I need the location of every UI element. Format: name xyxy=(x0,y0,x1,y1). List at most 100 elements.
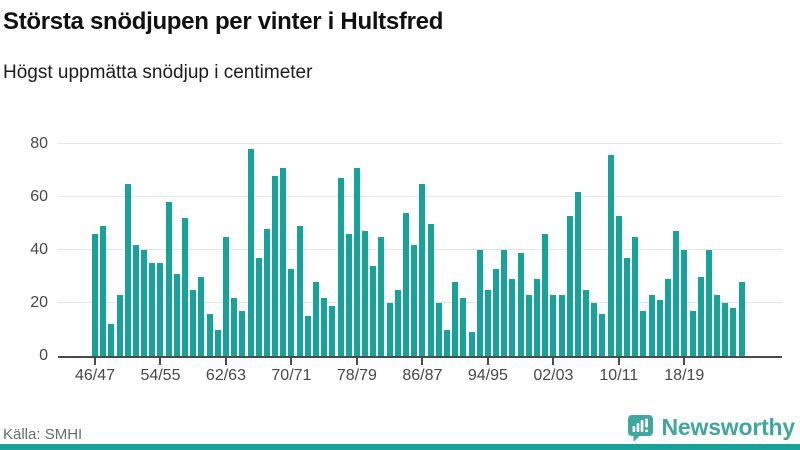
gridline-80 xyxy=(58,143,782,144)
bar-72/73 xyxy=(304,316,311,356)
bar-18/19 xyxy=(681,250,688,356)
x-tick-10/11 xyxy=(617,358,620,365)
x-tick-78/79 xyxy=(355,358,358,365)
bar-14/15 xyxy=(648,295,655,356)
bottom-accent-stripe xyxy=(0,444,800,450)
bar-99/00 xyxy=(525,295,532,356)
bar-06/07 xyxy=(583,289,590,356)
plot-area xyxy=(58,138,782,356)
bar-90/91 xyxy=(452,281,459,356)
bar-80/81 xyxy=(370,265,377,356)
bar-49/50 xyxy=(116,295,123,356)
bar-48/49 xyxy=(108,324,115,356)
bar-12/13 xyxy=(632,236,639,356)
bar-88/89 xyxy=(435,303,442,356)
bar-50/51 xyxy=(124,183,131,356)
bar-71/72 xyxy=(296,226,303,356)
x-tick-62/63 xyxy=(224,358,227,365)
x-axis-line xyxy=(58,356,782,358)
bar-21/22 xyxy=(705,250,712,356)
bar-85/86 xyxy=(411,244,418,356)
x-tick-label-54/55: 54/55 xyxy=(140,367,181,384)
bar-56/57 xyxy=(173,273,180,356)
bar-98/99 xyxy=(517,252,524,356)
bar-60/61 xyxy=(206,313,213,356)
bar-74/75 xyxy=(321,297,328,356)
x-axis: 46/47 54/55 62/63 70/71 78/79 86/87 94/95 02/03… xyxy=(58,358,782,398)
chart-subtitle: Högst uppmätta snödjup i centimeter xyxy=(3,62,313,83)
bar-61/62 xyxy=(214,329,221,356)
x-tick-70/71 xyxy=(290,358,293,365)
bar-62/63 xyxy=(222,236,229,356)
bar-95/96 xyxy=(493,268,500,356)
bar-55/56 xyxy=(165,202,172,356)
bar-86/87 xyxy=(419,183,426,356)
bar-64/65 xyxy=(239,310,246,356)
bar-07/08 xyxy=(591,303,598,356)
bar-54/55 xyxy=(157,263,164,356)
bar-63/64 xyxy=(231,297,238,356)
bar-81/82 xyxy=(378,236,385,356)
bar-20/21 xyxy=(697,276,704,356)
y-tick-label-20: 20 xyxy=(30,294,48,311)
bar-70/71 xyxy=(288,268,295,356)
bar-87/88 xyxy=(427,223,434,356)
y-tick-label-0: 0 xyxy=(39,347,48,364)
x-tick-label-86/87: 86/87 xyxy=(402,367,443,384)
bar-04/05 xyxy=(566,215,573,356)
x-tick-86/87 xyxy=(421,358,424,365)
bar-91/92 xyxy=(460,297,467,356)
bar-13/14 xyxy=(640,310,647,356)
bar-02/03 xyxy=(550,295,557,356)
bar-22/23 xyxy=(714,295,721,356)
bar-79/80 xyxy=(362,231,369,356)
bar-05/06 xyxy=(574,191,581,356)
bar-16/17 xyxy=(664,279,671,356)
bar-46/47 xyxy=(92,234,98,356)
x-tick-label-46/47: 46/47 xyxy=(74,367,116,384)
bar-24/25 xyxy=(730,308,737,356)
bar-19/20 xyxy=(689,310,696,356)
bar-57/58 xyxy=(182,218,189,356)
x-tick-label-94/95: 94/95 xyxy=(467,367,508,384)
bar-10/11 xyxy=(615,215,622,356)
x-tick-label-18/19: 18/19 xyxy=(664,367,705,384)
x-tick-label-78/79: 78/79 xyxy=(336,367,377,384)
y-tick-label-60: 60 xyxy=(30,188,48,205)
bar-00/01 xyxy=(533,279,540,356)
bar-83/84 xyxy=(394,289,401,356)
bar-97/98 xyxy=(509,279,516,356)
bar-73/74 xyxy=(312,281,319,356)
y-tick-label-80: 80 xyxy=(30,135,48,152)
bar-23/24 xyxy=(722,303,729,356)
bar-68/69 xyxy=(272,175,279,356)
bar-59/60 xyxy=(198,276,205,356)
bar-66/67 xyxy=(255,257,262,356)
bar-96/97 xyxy=(501,250,508,356)
bar-78/79 xyxy=(353,167,360,356)
bar-67/68 xyxy=(263,228,270,356)
bar-47/48 xyxy=(100,226,107,356)
bar-75/76 xyxy=(329,305,336,356)
x-tick-18/19 xyxy=(683,358,686,365)
bar-84/85 xyxy=(403,212,410,356)
bar-17/18 xyxy=(673,231,680,356)
bar-92/93 xyxy=(468,332,475,356)
bar-77/78 xyxy=(345,234,352,356)
newsworthy-logo-icon xyxy=(627,415,653,441)
bar-25/26 xyxy=(738,281,745,356)
bar-82/83 xyxy=(386,303,393,356)
bar-11/12 xyxy=(624,257,631,356)
y-tick-label-40: 40 xyxy=(30,241,48,258)
bar-01/02 xyxy=(542,234,549,356)
newsworthy-brand-text: Newsworthy xyxy=(661,414,796,440)
bar-52/53 xyxy=(141,250,148,356)
x-tick-label-62/63: 62/63 xyxy=(205,367,246,384)
x-tick-94/95 xyxy=(486,358,489,365)
bar-65/66 xyxy=(247,149,254,356)
bar-69/70 xyxy=(280,167,287,356)
x-tick-label-10/11: 10/11 xyxy=(599,367,639,384)
bar-76/77 xyxy=(337,178,344,356)
x-tick-54/55 xyxy=(159,358,162,365)
